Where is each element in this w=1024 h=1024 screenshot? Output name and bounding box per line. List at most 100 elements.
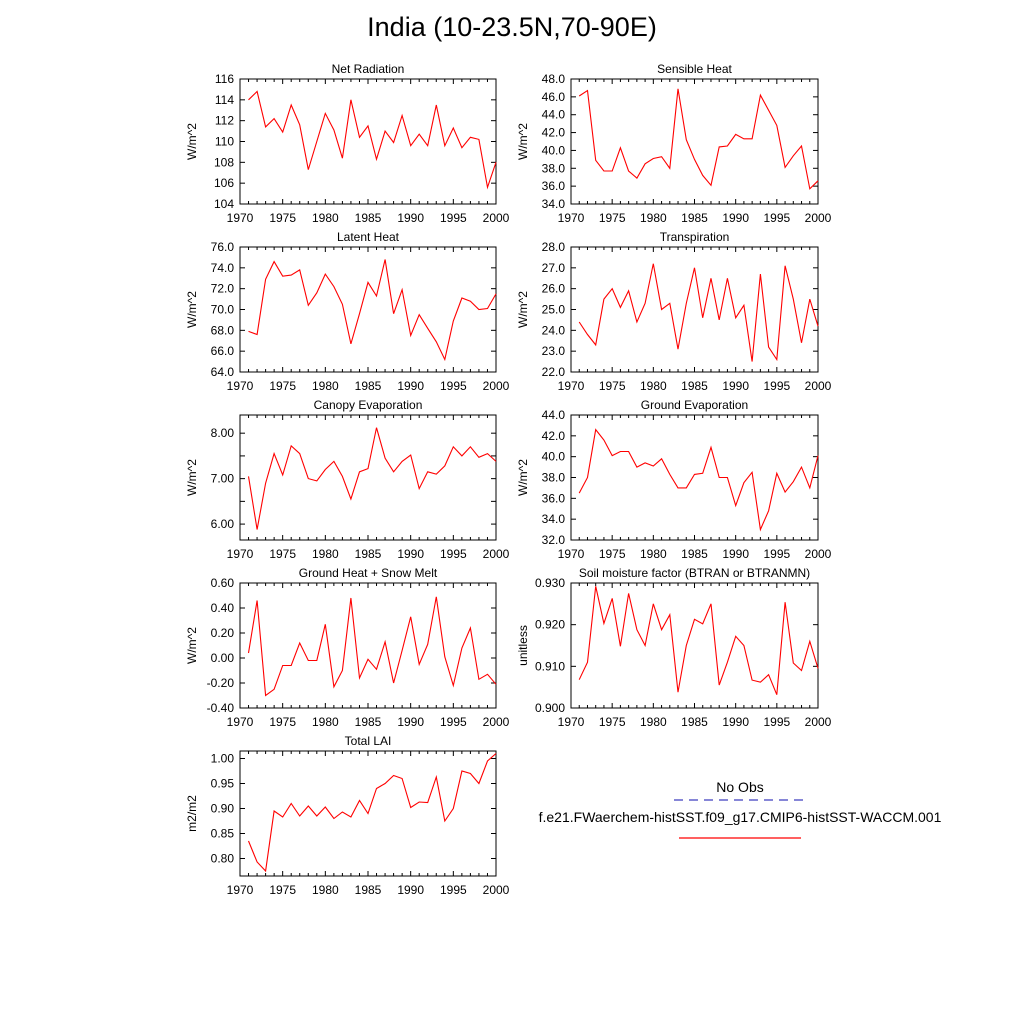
y-tick-label: 0.900 — [535, 701, 565, 715]
y-tick-label: 0.920 — [535, 618, 565, 632]
plot-frame — [239, 582, 497, 709]
legend-obs-line — [674, 799, 806, 801]
x-tick-label: 1970 — [558, 715, 585, 729]
x-tick-label: 1990 — [397, 547, 424, 561]
x-tick-label: 1970 — [558, 211, 585, 225]
x-tick-label: 1990 — [722, 715, 749, 729]
x-tick-label: 1980 — [312, 211, 339, 225]
chart-title: Ground Evaporation — [641, 398, 748, 412]
x-tick-label: 1970 — [227, 715, 254, 729]
series-line — [247, 427, 497, 530]
y-tick-label: 8.00 — [211, 426, 235, 440]
y-tick-label: 40.0 — [542, 450, 566, 464]
y-tick-label: 48.0 — [542, 72, 566, 86]
x-tick-label: 1970 — [227, 211, 254, 225]
y-tick-label: 0.910 — [535, 659, 565, 673]
series-line — [248, 259, 497, 362]
chart-panel-2: Sensible Heat W/m^2 34.0 36.0 38.0 40.0 42.0 44… — [516, 62, 832, 225]
chart-title: Transpiration — [660, 230, 730, 244]
x-tick-label: 1970 — [227, 547, 254, 561]
x-tick-label: 1975 — [599, 715, 626, 729]
plot-frame — [570, 414, 819, 541]
y-tick-label: 6.00 — [211, 517, 235, 531]
chart-title: Soil moisture factor (BTRAN or BTRANMN) — [579, 566, 810, 580]
x-tick-label: 1970 — [227, 883, 254, 897]
x-tick-label: 1980 — [640, 547, 667, 561]
y-axis-label: W/m^2 — [185, 627, 199, 664]
y-axis-label: W/m^2 — [185, 123, 199, 160]
x-tick-label: 2000 — [483, 715, 510, 729]
x-tick-label: 1985 — [681, 715, 708, 729]
x-tick-label: 1970 — [558, 547, 585, 561]
y-tick-label: 32.0 — [542, 533, 566, 547]
y-tick-label: 36.0 — [542, 179, 566, 193]
x-tick-label: 1985 — [355, 883, 382, 897]
x-tick-label: 1990 — [397, 211, 424, 225]
y-tick-label: 0.930 — [535, 576, 565, 590]
y-tick-label: 1.00 — [211, 752, 235, 766]
y-tick-label: 0.85 — [211, 827, 235, 841]
x-tick-label: 1985 — [681, 211, 708, 225]
y-tick-label: 74.0 — [211, 261, 235, 275]
y-tick-label: 34.0 — [542, 197, 566, 211]
x-tick-label: 1975 — [269, 379, 296, 393]
x-tick-label: 2000 — [805, 547, 832, 561]
y-tick-label: 46.0 — [542, 90, 566, 104]
x-tick-label: 1970 — [558, 379, 585, 393]
x-tick-label: 1990 — [722, 547, 749, 561]
y-tick-label: 38.0 — [542, 471, 566, 485]
y-tick-label: 28.0 — [542, 240, 566, 254]
chart-title: Total LAI — [345, 734, 392, 748]
x-tick-label: 1985 — [355, 715, 382, 729]
legend-model-line — [679, 837, 801, 839]
chart-title: Canopy Evaporation — [314, 398, 423, 412]
x-tick-label: 1985 — [355, 379, 382, 393]
plot-frame — [570, 78, 819, 205]
series-line — [247, 596, 497, 697]
chart-title: Net Radiation — [332, 62, 405, 76]
y-tick-label: 44.0 — [542, 408, 566, 422]
x-tick-label: 2000 — [483, 379, 510, 393]
y-tick-label: 25.0 — [542, 303, 566, 317]
y-axis-label: W/m^2 — [185, 459, 199, 496]
y-tick-label: 0.60 — [211, 576, 235, 590]
y-tick-label: 108 — [214, 155, 234, 169]
page-title: India (10-23.5N,70-90E) — [367, 12, 657, 42]
x-tick-label: 1975 — [599, 211, 626, 225]
x-tick-label: 2000 — [805, 379, 832, 393]
y-tick-label: 110 — [215, 135, 234, 149]
y-tick-label: 68.0 — [211, 323, 235, 337]
y-tick-label: 36.0 — [542, 491, 566, 505]
x-tick-label: 1995 — [440, 211, 467, 225]
y-tick-label: 34.0 — [542, 512, 566, 526]
x-tick-label: 1980 — [640, 715, 667, 729]
x-tick-label: 1995 — [763, 379, 790, 393]
chart-panel-3: Latent Heat W/m^2 64.0 66.0 68.0 70.0 72.0 74.0… — [185, 230, 510, 393]
y-tick-label: 0.40 — [211, 601, 235, 615]
chart-panel-1: Net Radiation W/m^2 104 106 108 110 112 114 116 1… — [185, 62, 510, 225]
y-axis-label: m2/m2 — [185, 795, 199, 832]
plot-frame — [239, 414, 497, 541]
y-tick-label: 104 — [214, 197, 234, 211]
x-tick-label: 1990 — [722, 211, 749, 225]
x-tick-label: 1975 — [599, 379, 626, 393]
chart-panel-4: Transpiration W/m^2 22.0 23.0 24.0 25.0 26.0 27… — [516, 230, 832, 393]
y-tick-label: 22.0 — [542, 365, 566, 379]
x-tick-label: 1985 — [681, 547, 708, 561]
chart-panel-6: Ground Evaporation W/m^2 32.0 34.0 36.0 38.0 4… — [516, 398, 832, 561]
legend-model-label: f.e21.FWaerchem-histSST.f09_g17.CMIP6-hi… — [538, 809, 942, 825]
x-tick-label: 1995 — [440, 883, 467, 897]
x-tick-label: 1995 — [763, 715, 790, 729]
y-tick-label: 7.00 — [211, 472, 235, 486]
y-tick-label: 44.0 — [542, 108, 566, 122]
x-tick-label: 1970 — [227, 379, 254, 393]
x-tick-label: 1995 — [440, 379, 467, 393]
y-tick-label: 64.0 — [211, 365, 235, 379]
y-tick-label: 0.90 — [211, 802, 235, 816]
x-tick-label: 1975 — [269, 547, 296, 561]
x-tick-label: 1985 — [681, 379, 708, 393]
legend-obs-label: No Obs — [716, 779, 764, 795]
x-tick-label: 1980 — [312, 547, 339, 561]
x-tick-label: 2000 — [483, 547, 510, 561]
